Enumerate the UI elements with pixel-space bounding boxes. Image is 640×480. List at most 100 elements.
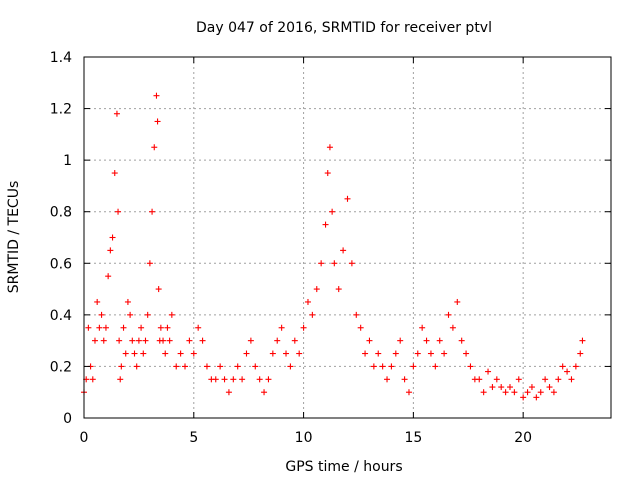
data-point — [476, 376, 483, 383]
data-point — [124, 298, 131, 305]
data-point — [366, 337, 373, 344]
data-point — [155, 286, 162, 293]
data-point — [100, 337, 107, 344]
data-point — [105, 273, 112, 280]
data-point — [498, 384, 505, 391]
plot-frame — [83, 56, 612, 419]
data-point — [423, 337, 430, 344]
data-point — [524, 389, 531, 396]
data-point — [131, 350, 138, 357]
data-point — [329, 208, 336, 215]
data-point — [454, 298, 461, 305]
data-point — [436, 337, 443, 344]
data-point — [384, 376, 391, 383]
data-point — [564, 368, 571, 375]
data-point — [149, 208, 156, 215]
data-point — [269, 350, 276, 357]
data-point — [287, 363, 294, 370]
data-point — [94, 298, 101, 305]
y-tick-label: 0.2 — [50, 359, 72, 375]
data-point — [458, 337, 465, 344]
data-point — [559, 363, 566, 370]
data-point — [89, 376, 96, 383]
data-point — [313, 286, 320, 293]
data-point — [261, 389, 268, 396]
grid-lines — [84, 57, 611, 418]
data-point — [331, 260, 338, 267]
y-tick-label: 0 — [63, 411, 72, 427]
data-point — [537, 389, 544, 396]
data-point — [304, 298, 311, 305]
data-point — [91, 337, 98, 344]
data-point — [463, 350, 470, 357]
data-point — [309, 311, 316, 318]
data-point — [190, 350, 197, 357]
data-point — [493, 376, 500, 383]
y-tick-label: 1.4 — [50, 50, 72, 66]
data-point — [98, 311, 105, 318]
y-tick-label: 0.4 — [50, 308, 72, 324]
x-tick-label: 0 — [80, 430, 89, 446]
data-point — [115, 208, 122, 215]
data-point — [234, 363, 241, 370]
data-point — [118, 363, 125, 370]
data-point — [221, 376, 228, 383]
data-point — [419, 324, 426, 331]
data-point — [291, 337, 298, 344]
data-point — [414, 350, 421, 357]
data-point — [96, 324, 103, 331]
data-point — [441, 350, 448, 357]
data-point — [162, 350, 169, 357]
axis-ticks — [83, 56, 611, 419]
y-tick-label: 0.8 — [50, 205, 72, 221]
data-point — [326, 144, 333, 151]
data-point — [405, 389, 412, 396]
data-point — [140, 350, 147, 357]
data-point — [324, 170, 331, 177]
data-point — [186, 337, 193, 344]
data-point — [357, 324, 364, 331]
data-point — [467, 363, 474, 370]
y-tick-label: 0.6 — [50, 256, 72, 272]
data-point — [109, 234, 116, 241]
data-point — [173, 363, 180, 370]
data-point — [160, 337, 167, 344]
data-point — [489, 384, 496, 391]
data-point — [151, 144, 158, 151]
data-point — [296, 350, 303, 357]
data-point — [353, 311, 360, 318]
data-point — [107, 247, 114, 254]
data-point — [157, 324, 164, 331]
data-point — [239, 376, 246, 383]
data-point — [217, 363, 224, 370]
data-point — [133, 363, 140, 370]
data-point — [388, 363, 395, 370]
data-point — [154, 118, 161, 125]
data-point — [392, 350, 399, 357]
data-point — [300, 324, 307, 331]
data-point — [212, 376, 219, 383]
data-point — [550, 389, 557, 396]
data-point — [480, 389, 487, 396]
data-point — [511, 389, 518, 396]
data-point — [252, 363, 259, 370]
data-point — [432, 363, 439, 370]
data-point — [113, 110, 120, 117]
data-point — [164, 324, 171, 331]
data-point — [340, 247, 347, 254]
data-point — [445, 311, 452, 318]
data-point — [120, 324, 127, 331]
data-point — [142, 337, 149, 344]
data-point — [283, 350, 290, 357]
data-point — [410, 363, 417, 370]
data-point — [168, 311, 175, 318]
data-point — [542, 376, 549, 383]
data-point — [177, 350, 184, 357]
data-point — [195, 324, 202, 331]
data-point — [348, 260, 355, 267]
y-axis-label: SRMTID / TECUs — [6, 181, 22, 294]
data-point — [146, 260, 153, 267]
data-point — [379, 363, 386, 370]
